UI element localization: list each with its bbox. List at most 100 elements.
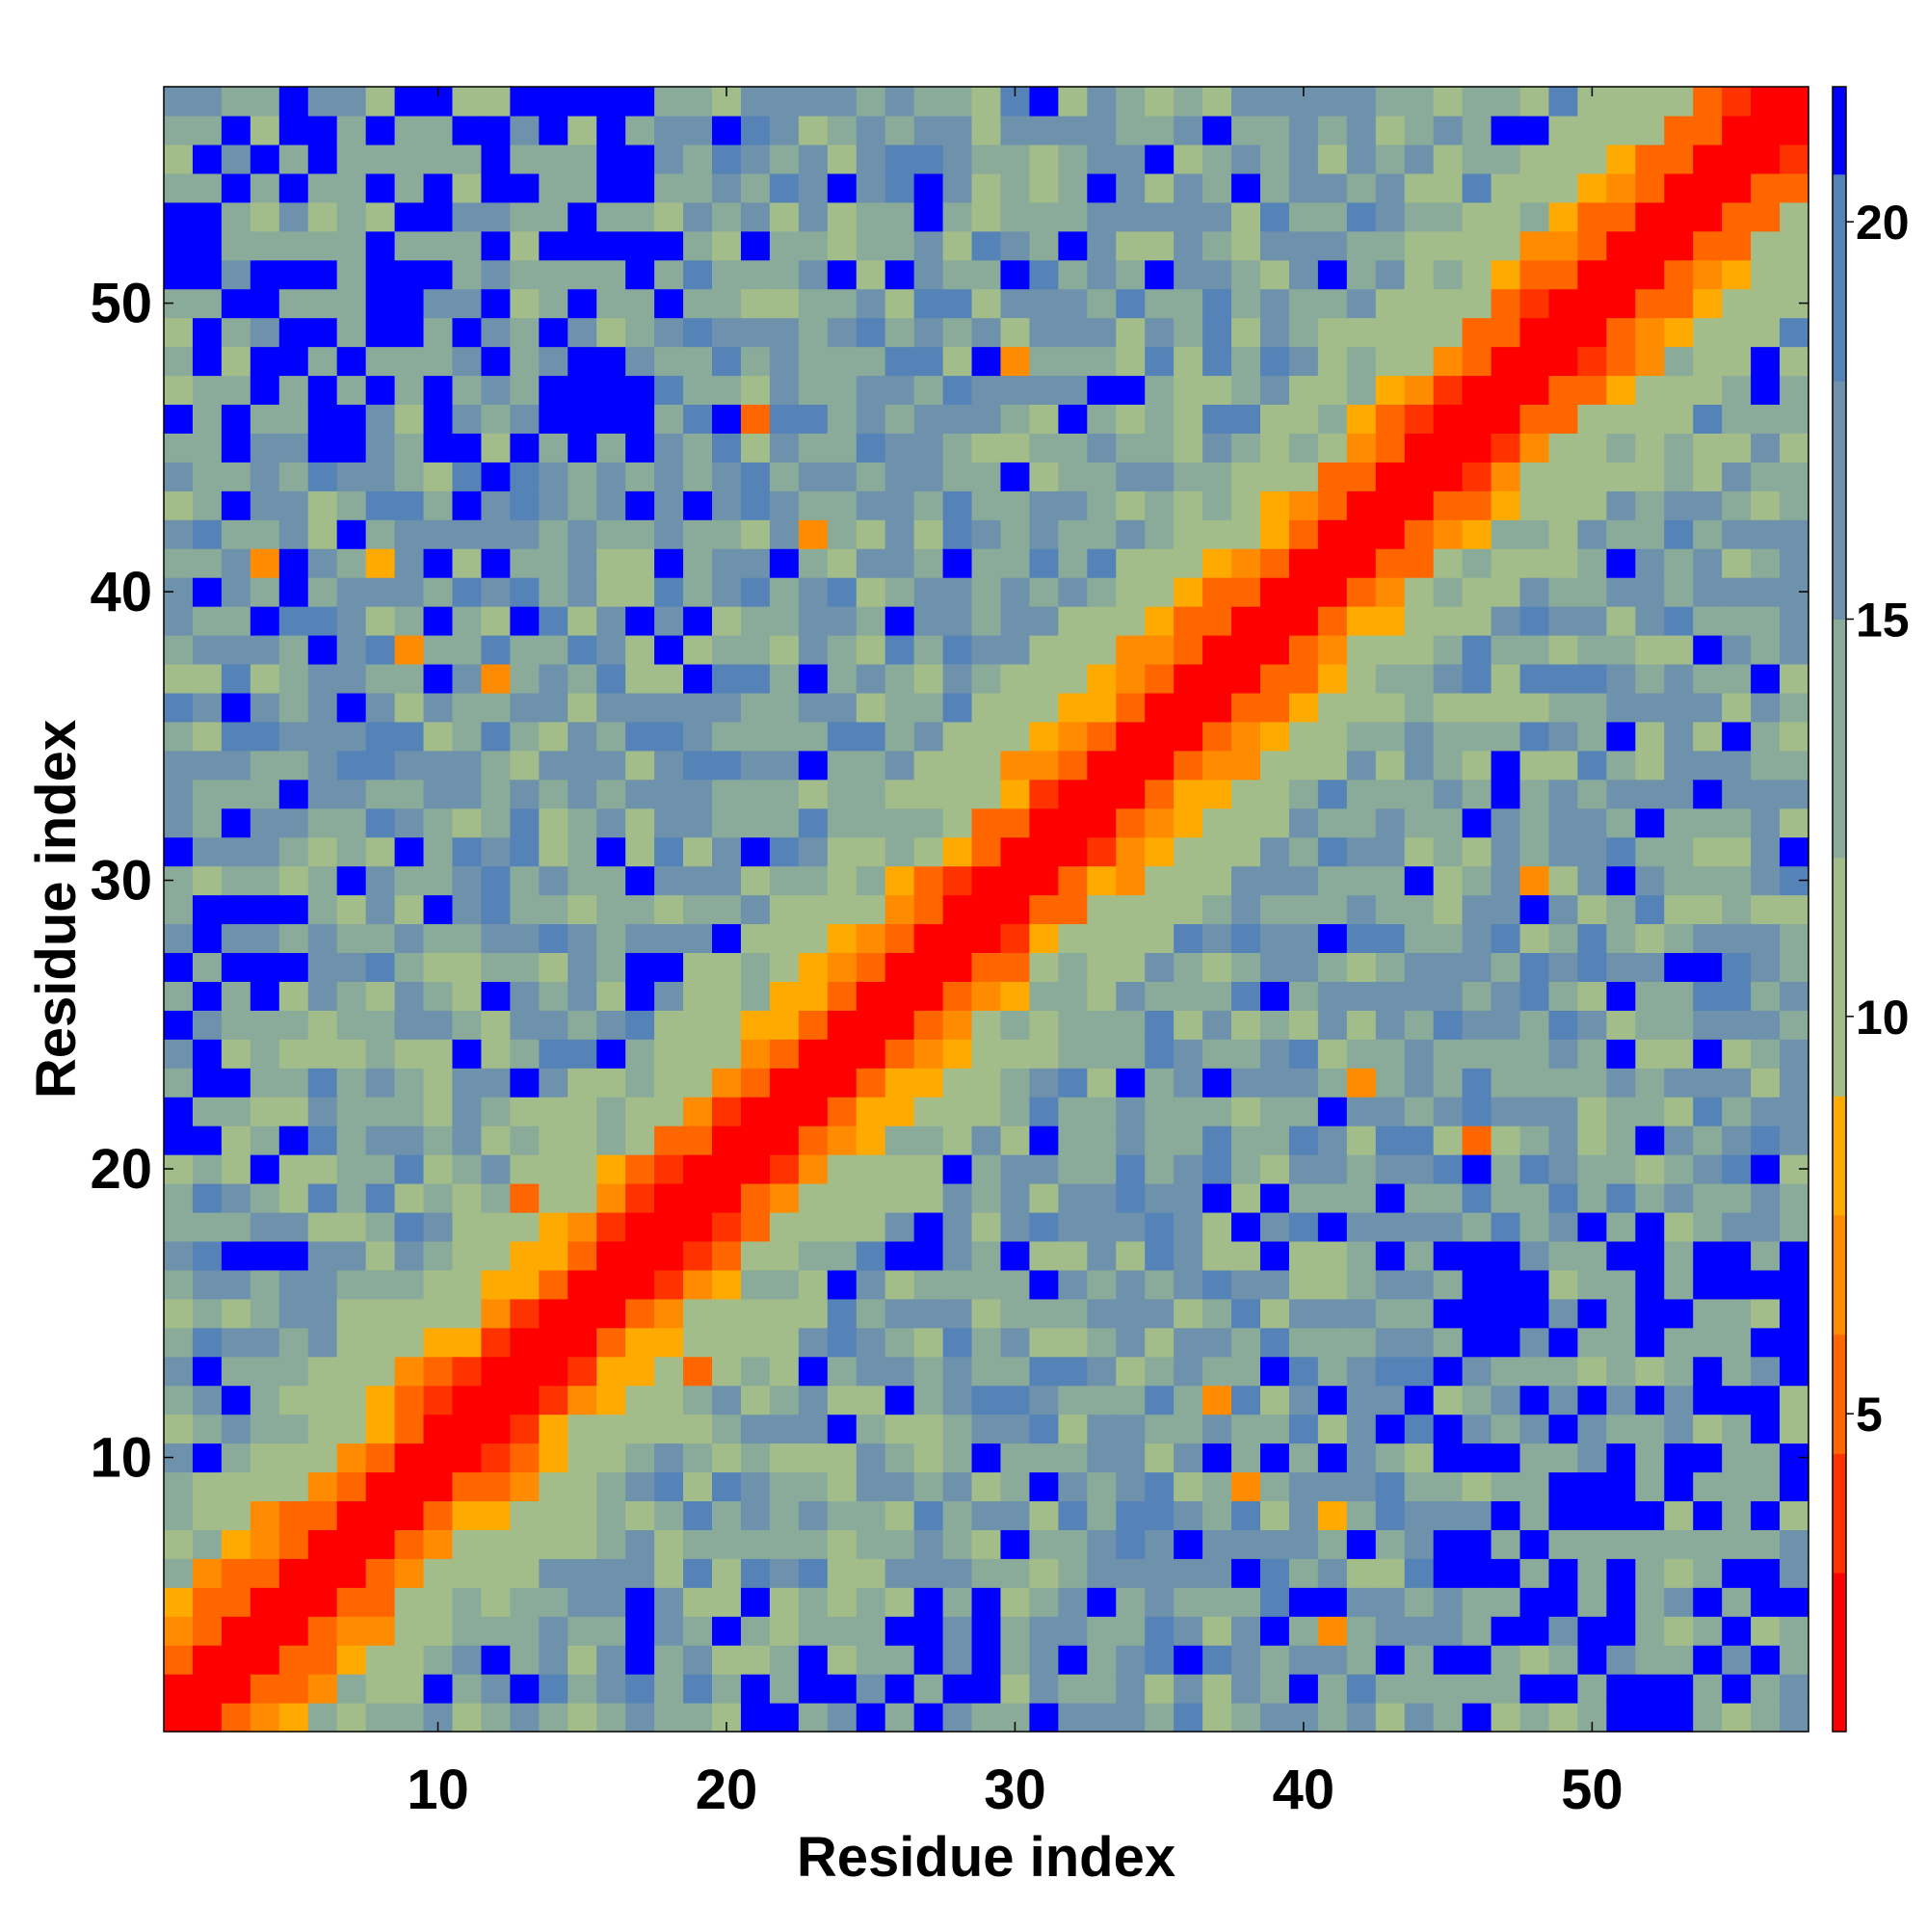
heatmap-cell <box>1029 346 1059 377</box>
heatmap-cell <box>1116 923 1146 954</box>
heatmap-cell <box>568 1414 597 1444</box>
heatmap-cell <box>1751 230 1781 261</box>
heatmap-cell <box>221 1010 251 1040</box>
heatmap-cell <box>1231 259 1261 290</box>
heatmap-cell <box>625 172 655 203</box>
heatmap-cell <box>827 1356 858 1387</box>
heatmap-cell <box>1029 923 1059 954</box>
heatmap-cell <box>1751 404 1781 434</box>
heatmap-cell <box>1087 201 1117 232</box>
heatmap-cell <box>1548 462 1579 491</box>
heatmap-cell <box>827 87 858 117</box>
heatmap-cell <box>1260 692 1290 723</box>
heatmap-cell <box>539 692 568 723</box>
heatmap-cell <box>1174 1125 1203 1155</box>
heatmap-cell <box>481 144 511 174</box>
heatmap-cell <box>769 1385 800 1416</box>
heatmap-cell <box>1202 1183 1232 1213</box>
heatmap-cell <box>452 1645 483 1675</box>
heatmap-cell <box>394 144 425 174</box>
heatmap-cell <box>452 404 483 434</box>
heatmap-cell <box>1116 87 1146 117</box>
heatmap-cell <box>1116 606 1146 636</box>
heatmap-cell <box>827 1500 858 1530</box>
heatmap-cell <box>1780 1183 1809 1213</box>
heatmap-cell <box>1548 1645 1579 1675</box>
heatmap-cell <box>1780 172 1809 203</box>
heatmap-cell <box>683 87 713 117</box>
heatmap-cell <box>1462 87 1492 117</box>
heatmap-cell <box>1693 1385 1723 1416</box>
heatmap-cell <box>1577 779 1607 809</box>
heatmap-cell <box>769 779 800 809</box>
heatmap-cell <box>1491 404 1521 434</box>
heatmap-cell <box>1548 865 1579 896</box>
heatmap-cell <box>307 663 338 694</box>
heatmap-cell <box>336 172 367 203</box>
heatmap-cell <box>596 807 626 838</box>
heatmap-cell <box>1751 1125 1781 1155</box>
heatmap-cell <box>307 981 338 1011</box>
heatmap-cell <box>1174 836 1203 867</box>
heatmap-cell <box>1491 606 1521 636</box>
heatmap-cell <box>568 1327 597 1358</box>
heatmap-cell <box>307 721 338 752</box>
heatmap-cell <box>1231 288 1261 319</box>
heatmap-cell <box>1664 1558 1694 1588</box>
heatmap-cell <box>539 865 568 896</box>
heatmap-cell <box>971 1414 1002 1444</box>
heatmap-cell <box>481 375 511 406</box>
heatmap-cell <box>336 1442 367 1473</box>
heatmap-cell <box>683 1183 713 1213</box>
heatmap-cell <box>539 779 568 809</box>
heatmap-cell <box>250 433 280 463</box>
heatmap-cell <box>769 692 800 723</box>
heatmap-cell <box>365 1269 396 1300</box>
heatmap-cell <box>394 115 425 146</box>
heatmap-cell <box>1722 952 1752 982</box>
heatmap-cell <box>1722 462 1752 491</box>
heatmap-cell <box>1519 1327 1550 1358</box>
heatmap-cell <box>336 1616 367 1646</box>
heatmap-cell <box>307 433 338 463</box>
heatmap-cell <box>740 1125 771 1155</box>
heatmap-cell <box>1577 1183 1607 1213</box>
heatmap-cell <box>394 346 425 377</box>
heatmap-cell <box>740 1039 771 1069</box>
heatmap-cell <box>1202 865 1232 896</box>
heatmap-cell <box>481 1442 511 1473</box>
heatmap-cell <box>1288 1039 1319 1069</box>
heatmap-cell <box>1145 375 1175 406</box>
heatmap-cell <box>971 577 1002 607</box>
heatmap-cell <box>712 1327 742 1358</box>
heatmap-cell <box>423 1125 454 1155</box>
heatmap-cell <box>654 807 684 838</box>
heatmap-cell <box>365 807 396 838</box>
heatmap-cell <box>278 1298 309 1329</box>
heatmap-cell <box>798 577 829 607</box>
heatmap-cell <box>1346 663 1377 694</box>
heatmap-cell <box>1577 433 1607 463</box>
heatmap-cell <box>1000 981 1031 1011</box>
heatmap-cell <box>856 1674 886 1704</box>
heatmap-cell <box>336 1703 367 1733</box>
heatmap-cell <box>365 490 396 520</box>
heatmap-cell <box>278 923 309 954</box>
heatmap-cell <box>192 433 223 463</box>
heatmap-cell <box>423 433 454 463</box>
heatmap-cell <box>942 894 973 925</box>
heatmap-cell <box>1519 548 1550 578</box>
heatmap-cell <box>971 1558 1002 1588</box>
heatmap-cell <box>1404 1703 1435 1733</box>
heatmap-cell <box>798 1125 829 1155</box>
heatmap-cell <box>913 462 944 491</box>
heatmap-cell <box>884 288 915 319</box>
heatmap-cell <box>712 462 742 491</box>
heatmap-cell <box>654 1010 684 1040</box>
heatmap-cell <box>1317 230 1348 261</box>
heatmap-cell <box>192 836 223 867</box>
heatmap-cell <box>1288 259 1319 290</box>
heatmap-cell <box>1202 894 1232 925</box>
heatmap-cell <box>1231 1558 1261 1588</box>
